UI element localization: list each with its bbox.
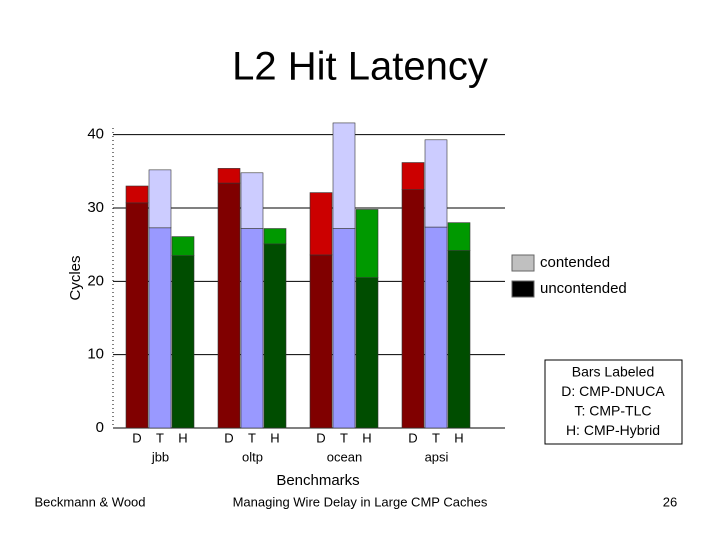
y-tick-label: 30 <box>87 199 104 216</box>
design-label: H <box>178 430 187 445</box>
design-label: D <box>408 430 417 445</box>
y-tick-label: 10 <box>87 346 104 363</box>
bar-segment <box>355 277 379 429</box>
design-label: T <box>156 430 164 445</box>
annotation-box <box>544 359 683 445</box>
design-label: T <box>340 430 348 445</box>
annotation-line: T: CMP-TLC <box>575 403 652 419</box>
bar-segment <box>125 185 149 204</box>
bar-segment <box>148 227 172 429</box>
bar-segment <box>424 139 448 228</box>
annotation-line: D: CMP-DNUCA <box>561 383 665 399</box>
bar-segment <box>309 192 333 256</box>
x-tick-label: oltp <box>242 449 263 464</box>
bar-segment <box>217 168 241 184</box>
bar-segment <box>447 222 471 251</box>
y-tick-label: 40 <box>87 126 104 143</box>
annotation-line: H: CMP-Hybrid <box>566 422 660 438</box>
footer-right: 26 <box>663 494 677 509</box>
chart-title: L2 Hit Latency <box>232 45 488 89</box>
design-label: H <box>454 430 463 445</box>
bar-segment <box>355 209 379 278</box>
bar-segment <box>424 226 448 429</box>
bar-segment <box>309 254 333 429</box>
bar-segment <box>148 169 172 229</box>
bar-segment <box>447 250 471 429</box>
design-label: H <box>362 430 371 445</box>
y-axis-label: Cycles <box>67 255 84 300</box>
design-label: H <box>270 430 279 445</box>
x-tick-label: jbb <box>151 449 169 464</box>
design-label: T <box>248 430 256 445</box>
design-label: D <box>224 430 233 445</box>
x-tick-label: apsi <box>425 449 449 464</box>
bar-segment <box>171 255 195 429</box>
bar-segment <box>263 243 287 429</box>
bar-segment <box>332 228 356 429</box>
bar-segment <box>401 189 425 429</box>
legend-swatch <box>511 280 535 298</box>
bar-segment <box>263 228 287 245</box>
bar-segment <box>401 162 425 190</box>
design-label: D <box>316 430 325 445</box>
bar-segment <box>125 202 149 429</box>
legend-label: contended <box>540 254 610 271</box>
design-label: T <box>432 430 440 445</box>
bar-segment <box>332 122 356 229</box>
bar-segment <box>240 228 264 429</box>
y-tick-label: 20 <box>87 272 104 289</box>
x-tick-label: ocean <box>327 449 362 464</box>
bar-segment <box>217 182 241 429</box>
x-axis-label: Benchmarks <box>276 472 359 489</box>
bar-segment <box>240 172 264 229</box>
legend-swatch <box>511 254 535 272</box>
y-tick-label: 0 <box>96 419 104 436</box>
bar-segment <box>171 236 195 256</box>
footer-center: Managing Wire Delay in Large CMP Caches <box>233 494 488 509</box>
annotation-line: Bars Labeled <box>572 364 655 380</box>
design-label: D <box>132 430 141 445</box>
footer-left: Beckmann & Wood <box>34 494 145 509</box>
legend-label: uncontended <box>540 280 627 297</box>
